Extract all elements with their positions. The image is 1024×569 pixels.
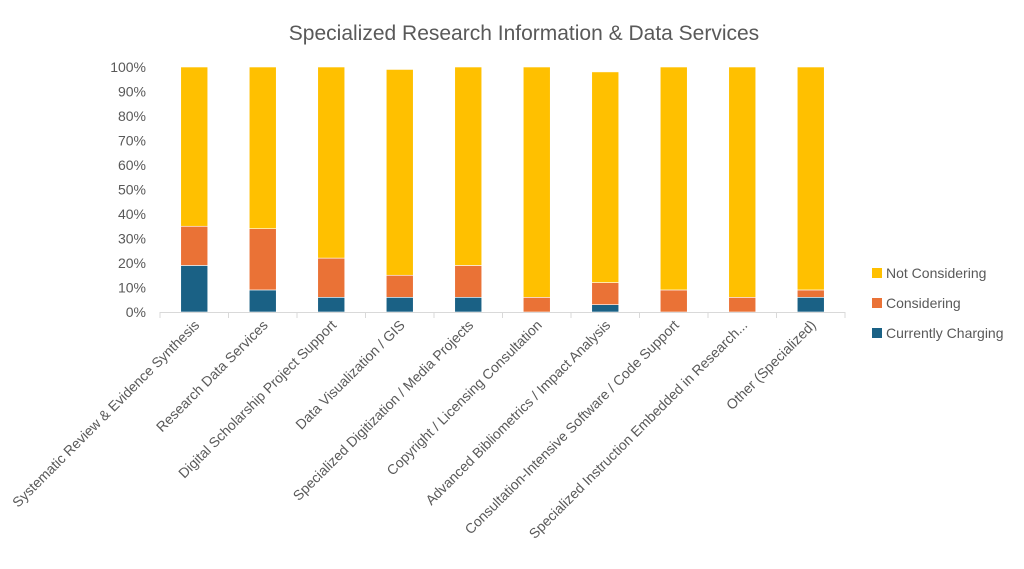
bar-segment-considering [180,225,209,266]
bar-segment-considering [248,228,277,291]
bar-segment-considering [659,289,688,313]
bar-segment-considering [728,296,757,313]
bar-segment-currently-charging [454,296,483,313]
bar-segment-considering [591,282,620,305]
y-tick-label: 50% [118,182,146,198]
bar-segment-considering [317,257,346,298]
legend: Not Considering Considering Currently Char… [872,265,1004,341]
y-tick-label: 60% [118,157,146,173]
bar-segment-considering [796,289,825,298]
y-tick-label: 70% [118,133,146,149]
bar-segment-not-considering [591,71,620,283]
y-tick-label: 100% [110,59,146,75]
bar-segment-currently-charging [180,265,209,313]
y-tick-label: 30% [118,231,146,247]
bar-segment-currently-charging [317,296,346,313]
bar-segment-considering [454,265,483,298]
x-tick-label: Research Data Services [153,317,271,435]
legend-label: Not Considering [886,265,986,281]
x-axis: Systematic Review & Evidence SynthesisRe… [9,312,846,542]
y-tick-label: 20% [118,255,146,271]
bar-segment-not-considering [248,66,277,229]
bar-segment-not-considering [659,66,688,291]
bar-segment-currently-charging [248,289,277,313]
bar-segment-not-considering [796,66,825,291]
legend-swatch [872,298,882,308]
y-tick-label: 90% [118,84,146,100]
legend-label: Currently Charging [886,325,1004,341]
bar-segment-considering [385,274,414,298]
bar-segment-currently-charging [385,296,414,313]
legend-label: Considering [886,295,961,311]
bar-segment-not-considering [454,66,483,266]
bar-segment-not-considering [522,66,551,298]
bar-segment-not-considering [180,66,209,227]
legend-swatch [872,328,882,338]
y-tick-label: 10% [118,280,146,296]
legend-swatch [872,268,882,278]
y-tick-label: 80% [118,108,146,124]
bar-segment-currently-charging [796,296,825,313]
chart-title: Specialized Research Information & Data … [289,22,759,45]
y-tick-label: 0% [126,304,146,320]
y-axis: 0% 10% 20% 30% 40% 50% 60% 70% 80% 90% 100% [110,59,146,320]
bars [180,66,825,313]
bar-segment-not-considering [317,66,346,259]
bar-segment-not-considering [728,66,757,298]
y-tick-label: 40% [118,206,146,222]
bar-segment-not-considering [385,69,414,276]
bar-segment-considering [522,296,551,313]
bar-segment-currently-charging [591,304,620,313]
